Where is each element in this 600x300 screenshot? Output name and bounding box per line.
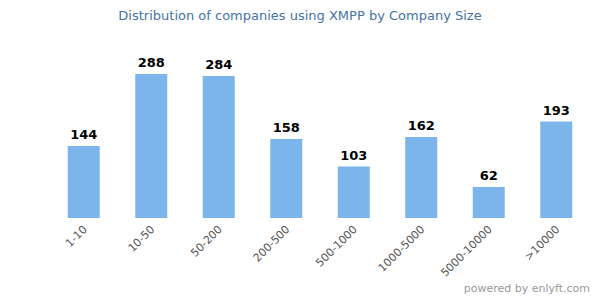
x-tick-label: 50-200: [188, 223, 225, 260]
bar: [68, 146, 100, 218]
data-label: 193: [543, 103, 570, 118]
data-label: 103: [340, 148, 367, 163]
data-label: 284: [205, 57, 232, 72]
x-tick-label: >10000: [522, 223, 562, 263]
chart: Distribution of companies using XMPP by …: [0, 0, 600, 300]
data-label: 288: [138, 55, 165, 70]
data-label: 62: [480, 168, 498, 183]
x-tick-label: 5000-10000: [438, 223, 495, 280]
x-tick-label: 200-500: [251, 223, 293, 265]
bar: [338, 167, 370, 219]
bar: [135, 74, 167, 218]
bar: [203, 76, 235, 218]
title: Distribution of companies using XMPP by …: [118, 8, 481, 23]
data-label: 144: [70, 127, 97, 142]
x-tick-label: 1-10: [63, 223, 90, 250]
bar: [270, 139, 302, 218]
x-tick-label: 1000-5000: [376, 223, 428, 275]
x-tick-label: 10-50: [126, 223, 158, 255]
bar: [540, 122, 572, 219]
data-label: 162: [408, 118, 435, 133]
x-tick-labels: 1-10 10-50 50-200 200-500 500-1000 1000-50005…: [63, 223, 562, 280]
data-labels: 144 288 284 158 103 162 62 193: [70, 55, 570, 183]
bar: [473, 187, 505, 218]
bar: [405, 137, 437, 218]
x-tick-label: 500-1000: [313, 223, 360, 270]
source: powered by enlyft.com: [464, 282, 590, 295]
bars: [68, 74, 573, 218]
data-label: 158: [273, 120, 300, 135]
